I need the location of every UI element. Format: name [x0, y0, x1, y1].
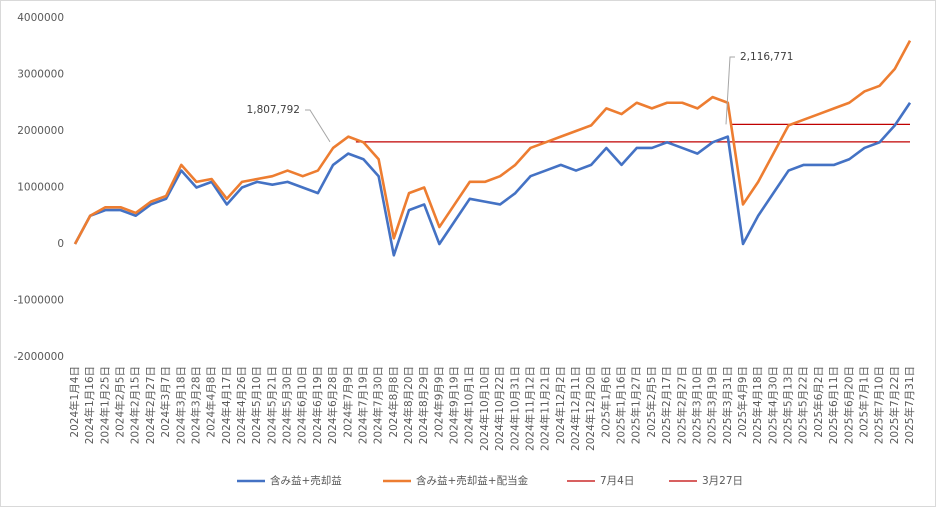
- x-tick-label: 2024年10月10日: [478, 366, 491, 451]
- x-tick-label: 2024年12月20日: [584, 366, 597, 451]
- series-line: [73, 102, 912, 257]
- x-tick-label: 2024年6月10日: [296, 366, 309, 444]
- x-tick-label: 2025年5月13日: [782, 366, 795, 444]
- x-tick-label: 2025年7月10日: [873, 366, 886, 444]
- x-tick-label: 2024年10月31日: [508, 366, 521, 451]
- legend-label: 含み益+売却益: [270, 474, 342, 487]
- x-tick-label: 2024年8月20日: [402, 366, 415, 444]
- x-tick-label: 2024年4月26日: [235, 366, 248, 444]
- x-tick-label: 2025年3月31日: [721, 366, 734, 444]
- x-tick-label: 2025年2月17日: [660, 366, 673, 444]
- x-tick-label: 2024年3月7日: [159, 366, 172, 438]
- y-tick-label: 0: [57, 238, 64, 250]
- series-line: [73, 39, 912, 245]
- annotation-leader: [305, 109, 331, 143]
- x-tick-label: 2024年11月12日: [523, 366, 536, 451]
- x-tick-label: 2025年6月11日: [827, 366, 840, 444]
- x-tick-label: 2024年4月17日: [220, 366, 233, 444]
- x-tick-label: 2024年9月9日: [432, 366, 445, 438]
- y-tick-label: 2000000: [17, 125, 64, 137]
- x-tick-label: 2025年3月19日: [706, 366, 719, 444]
- x-tick-label: 2024年9月19日: [448, 366, 461, 444]
- x-tick-label: 2024年1月25日: [98, 366, 111, 444]
- x-tick-label: 2024年8月29日: [417, 366, 430, 444]
- x-tick-label: 2024年7月19日: [356, 366, 369, 444]
- x-tick-label: 2025年2月5日: [645, 366, 658, 438]
- x-tick-label: 2024年10月22日: [493, 366, 506, 451]
- legend-label: 7月4日: [600, 475, 634, 487]
- x-tick-label: 2024年11月21日: [539, 366, 552, 451]
- x-tick-label: 2025年4月9日: [736, 366, 749, 438]
- legend-label: 3月27日: [702, 475, 743, 487]
- x-tick-label: 2025年4月18日: [751, 366, 764, 444]
- x-tick-label: 2024年3月18日: [174, 366, 187, 444]
- annotation-label: 2,116,771: [740, 51, 793, 63]
- x-tick-label: 2024年10月1日: [463, 366, 476, 444]
- x-tick-label: 2024年6月19日: [311, 366, 324, 444]
- y-tick-label: -1000000: [13, 295, 64, 307]
- x-tick-label: 2024年8月8日: [387, 366, 400, 438]
- x-tick-label: 2024年7月30日: [372, 366, 385, 444]
- legend-label: 含み益+売却益+配当金: [416, 474, 529, 487]
- x-tick-label: 2025年2月27日: [675, 366, 688, 444]
- y-tick-label: 3000000: [17, 69, 64, 81]
- x-tick-label: 2024年5月10日: [250, 366, 263, 444]
- x-tick-label: 2024年7月9日: [341, 366, 354, 438]
- y-tick-label: -2000000: [13, 351, 64, 363]
- x-tick-label: 2025年3月10日: [690, 366, 703, 444]
- x-tick-label: 2024年2月15日: [129, 366, 142, 444]
- x-tick-label: 2025年6月2日: [812, 366, 825, 438]
- x-tick-label: 2024年3月28日: [189, 366, 202, 444]
- annotation-label: 1,807,792: [247, 104, 300, 116]
- x-tick-label: 2024年1月16日: [83, 366, 96, 444]
- x-tick-label: 2025年1月27日: [630, 366, 643, 444]
- x-tick-label: 2025年1月6日: [599, 366, 612, 438]
- x-tick-label: 2024年12月2日: [554, 366, 567, 444]
- x-tick-label: 2024年1月4日: [68, 366, 81, 438]
- x-tick-label: 2025年5月22日: [797, 366, 810, 444]
- x-tick-label: 2024年6月28日: [326, 366, 339, 444]
- y-tick-label: 1000000: [17, 182, 64, 194]
- x-tick-label: 2025年7月1日: [857, 366, 870, 438]
- x-tick-label: 2024年2月5日: [114, 366, 127, 438]
- x-tick-label: 2024年5月30日: [281, 366, 294, 444]
- y-tick-label: 4000000: [17, 12, 64, 24]
- x-tick-label: 2025年7月22日: [888, 366, 901, 444]
- x-tick-label: 2024年5月21日: [265, 366, 278, 444]
- x-tick-label: 2025年6月20日: [842, 366, 855, 444]
- x-tick-label: 2025年1月16日: [615, 366, 628, 444]
- x-tick-label: 2025年4月30日: [766, 366, 779, 444]
- x-tick-label: 2024年2月27日: [144, 366, 157, 444]
- x-tick-label: 2024年12月11日: [569, 366, 582, 451]
- annotation-leader: [725, 56, 735, 125]
- x-tick-label: 2025年7月31日: [903, 366, 916, 444]
- x-tick-label: 2024年4月8日: [205, 366, 218, 438]
